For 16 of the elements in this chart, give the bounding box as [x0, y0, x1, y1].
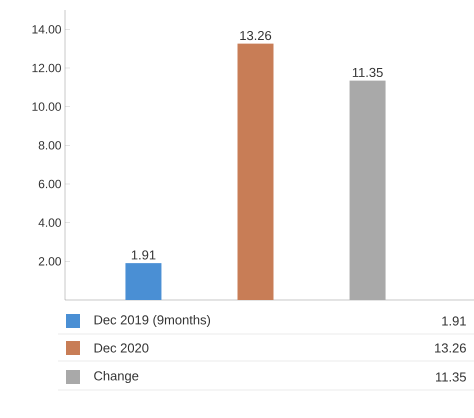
text: 1.91	[442, 316, 466, 326]
y-tick-label: 6.00	[38, 180, 62, 188]
data-label: 13.26	[240, 30, 272, 40]
y-tick-label: 12.00	[32, 64, 62, 72]
y-tick-label: 14.00	[32, 25, 62, 34]
legend-label: Dec 2020	[94, 343, 148, 353]
y-tick-label: 8.00	[38, 141, 62, 150]
text: 11.35	[436, 372, 466, 382]
legend-label: Change	[94, 370, 138, 384]
legend-label: Dec 2019 (9months)	[94, 314, 210, 328]
y-tick-label: 4.00	[38, 218, 62, 227]
text: 13.26	[435, 343, 466, 353]
y-tick-label: 10.00	[32, 102, 62, 111]
y-tick-label: 2.00	[38, 257, 62, 266]
data-label: 1.91	[132, 250, 156, 260]
data-label: 11.35	[352, 68, 383, 78]
